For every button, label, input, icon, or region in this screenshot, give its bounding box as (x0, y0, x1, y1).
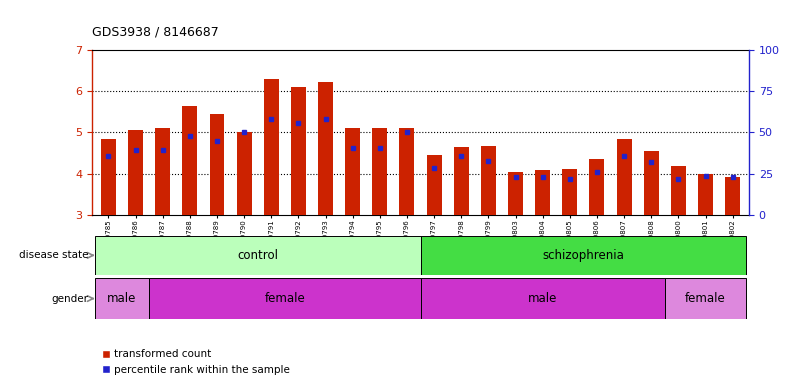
Bar (236, 132, 252, 215)
Bar (562, 169, 578, 215)
Bar (698, 174, 713, 215)
Bar (95, 236, 421, 275)
Text: gender: gender (51, 293, 88, 304)
Text: control: control (237, 249, 278, 262)
Bar (128, 131, 143, 215)
Bar (454, 147, 469, 215)
Bar (617, 139, 631, 215)
Bar (155, 128, 170, 215)
Text: female: female (685, 292, 726, 305)
Bar (671, 166, 686, 215)
Bar (665, 278, 747, 319)
Text: male: male (528, 292, 557, 305)
Bar (481, 146, 496, 215)
Bar (427, 155, 441, 215)
Legend: transformed count, percentile rank within the sample: transformed count, percentile rank withi… (98, 345, 294, 379)
Bar (101, 139, 116, 215)
Bar (345, 127, 360, 215)
Bar (535, 170, 550, 215)
Bar (264, 79, 279, 215)
Bar (318, 82, 333, 215)
Text: schizophrenia: schizophrenia (542, 249, 624, 262)
Bar (400, 128, 414, 215)
Bar (421, 278, 665, 319)
Bar (372, 127, 387, 215)
Text: GDS3938 / 8146687: GDS3938 / 8146687 (92, 25, 219, 38)
Text: female: female (264, 292, 305, 305)
Bar (590, 159, 605, 215)
Bar (291, 87, 306, 215)
Text: male: male (107, 292, 137, 305)
Bar (210, 114, 224, 215)
Bar (421, 236, 747, 275)
Bar (95, 278, 149, 319)
Bar (149, 278, 421, 319)
Bar (644, 151, 658, 215)
Bar (508, 172, 523, 215)
Text: disease state: disease state (18, 250, 88, 260)
Bar (183, 106, 197, 215)
Bar (725, 177, 740, 215)
